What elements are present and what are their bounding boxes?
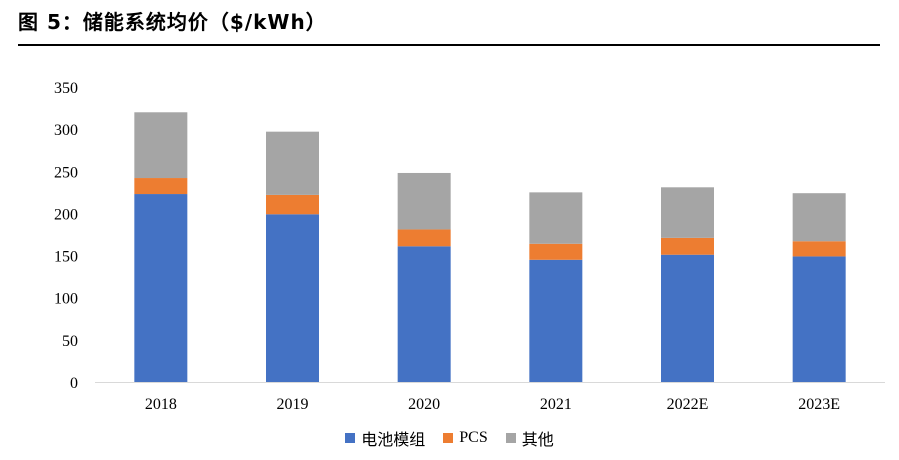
- x-tick-label: 2021: [540, 396, 572, 413]
- bar-segment-pcs: [529, 243, 583, 260]
- y-tick-label: 50: [62, 333, 78, 350]
- bar-segment-other: [134, 112, 188, 179]
- legend-label-battery: 电池模组: [361, 430, 426, 449]
- bar-segment-battery: [397, 246, 451, 382]
- x-tick-label: 2023E: [798, 396, 840, 413]
- y-tick-label: 0: [70, 375, 78, 392]
- x-tick-label: 2019: [277, 396, 309, 413]
- legend-swatch-other: [505, 433, 516, 443]
- legend-label-pcs: PCS: [459, 429, 488, 446]
- bar-segment-pcs: [266, 194, 319, 215]
- bar-segment-pcs: [134, 178, 188, 195]
- stacked-bar-chart: 0 50 100 150 200 250 300 350 2018 2019 2020 2021 202…: [54, 80, 885, 413]
- title-underline: [18, 44, 880, 46]
- figure-title: 图 5：储能系统均价（$/kWh）: [18, 10, 327, 34]
- x-tick-label: 2018: [145, 396, 177, 413]
- legend-swatch-pcs: [443, 433, 454, 443]
- chart-legend: 电池模组 PCS 其他: [0, 426, 899, 450]
- legend-item-battery: 电池模组: [345, 426, 425, 450]
- x-tick-label: 2020: [408, 396, 440, 413]
- bar-segment-other: [792, 193, 846, 242]
- y-tick-label: 150: [54, 249, 78, 266]
- y-tick-label: 200: [54, 206, 78, 223]
- bar-segment-other: [266, 131, 319, 195]
- bar-segment-pcs: [792, 241, 846, 257]
- y-tick-label: 100: [54, 291, 78, 308]
- legend-label-other: 其他: [521, 430, 554, 449]
- bar-segment-battery: [134, 194, 188, 382]
- bar-segment-other: [529, 192, 583, 244]
- bar-segment-battery: [792, 256, 846, 382]
- bar-segment-other: [661, 187, 714, 238]
- bar-segment-other: [397, 172, 451, 230]
- bar-segment-pcs: [397, 229, 451, 247]
- x-tick-label: 2022E: [667, 396, 709, 413]
- bar-segment-battery: [266, 214, 319, 382]
- y-tick-label: 250: [54, 164, 78, 181]
- bar-segment-battery: [529, 259, 583, 382]
- legend-swatch-battery: [345, 433, 356, 443]
- bar-segment-battery: [661, 254, 714, 382]
- legend-item-pcs: PCS: [443, 429, 488, 447]
- legend-item-other: 其他: [505, 426, 554, 450]
- y-tick-label: 350: [54, 80, 78, 97]
- y-tick-label: 300: [54, 122, 78, 139]
- bar-segment-pcs: [661, 237, 714, 255]
